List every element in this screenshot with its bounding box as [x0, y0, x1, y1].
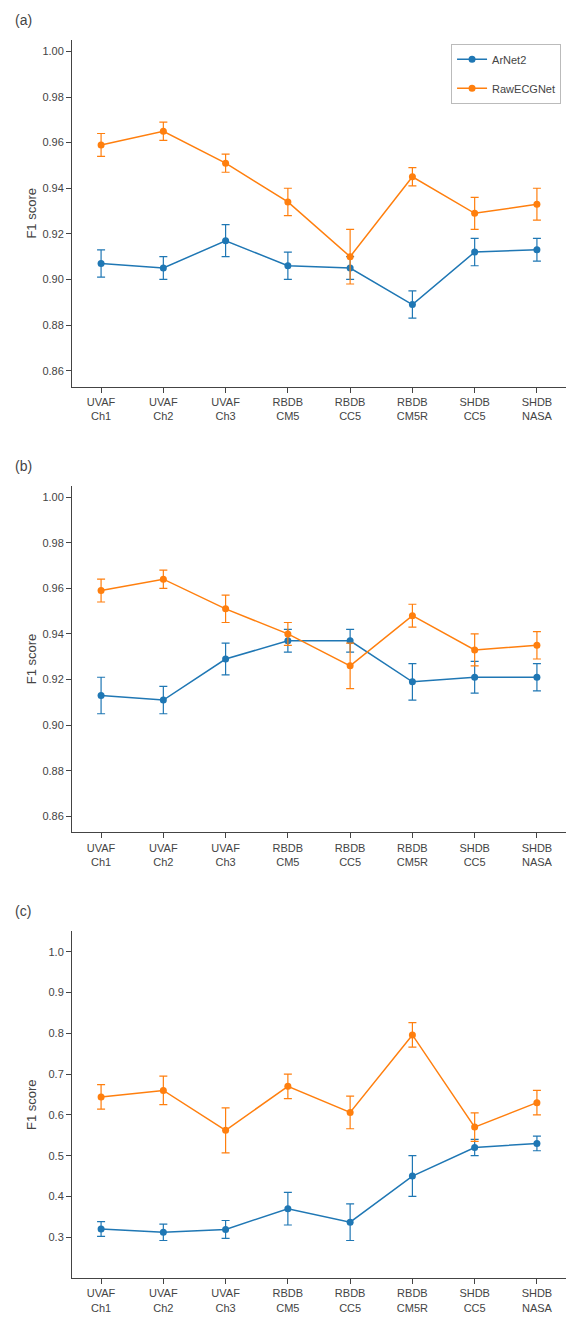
svg-text:(b): (b)	[15, 458, 32, 474]
svg-text:RBDBCC5: RBDBCC5	[335, 396, 366, 422]
svg-text:0.90: 0.90	[42, 719, 63, 731]
svg-text:RBDBCC5: RBDBCC5	[335, 1287, 366, 1313]
svg-text:RBDBCM5R: RBDBCM5R	[397, 1287, 428, 1313]
svg-text:UVAFCh2: UVAFCh2	[149, 396, 178, 422]
svg-text:SHDBNASA: SHDBNASA	[522, 396, 553, 422]
svg-text:0.5: 0.5	[49, 1150, 64, 1162]
svg-text:RBDBCM5: RBDBCM5	[273, 396, 304, 422]
svg-text:F1 score: F1 score	[24, 1079, 39, 1130]
svg-text:0.88: 0.88	[42, 765, 63, 777]
svg-text:0.86: 0.86	[42, 810, 63, 822]
svg-text:0.92: 0.92	[42, 228, 63, 240]
svg-text:0.90: 0.90	[42, 273, 63, 285]
svg-text:0.86: 0.86	[42, 365, 63, 377]
svg-text:UVAFCh1: UVAFCh1	[87, 842, 116, 868]
svg-text:UVAFCh3: UVAFCh3	[211, 842, 240, 868]
svg-text:(a): (a)	[15, 12, 32, 28]
svg-text:RawECGNet: RawECGNet	[492, 83, 555, 95]
svg-text:RBDBCM5: RBDBCM5	[273, 842, 304, 868]
svg-text:RBDBCM5: RBDBCM5	[273, 1287, 304, 1313]
svg-text:SHDBCC5: SHDBCC5	[459, 842, 490, 868]
svg-text:ArNet2: ArNet2	[492, 54, 526, 66]
svg-text:RBDBCM5R: RBDBCM5R	[397, 396, 428, 422]
svg-text:0.94: 0.94	[42, 628, 63, 640]
svg-text:UVAFCh2: UVAFCh2	[149, 1287, 178, 1313]
svg-text:0.3: 0.3	[49, 1231, 64, 1243]
svg-text:0.9: 0.9	[49, 986, 64, 998]
svg-text:(c): (c)	[15, 903, 31, 919]
svg-text:0.7: 0.7	[49, 1068, 64, 1080]
svg-text:SHDBNASA: SHDBNASA	[522, 1287, 553, 1313]
svg-text:UVAFCh1: UVAFCh1	[87, 396, 116, 422]
svg-text:1.0: 1.0	[49, 946, 64, 958]
svg-text:0.88: 0.88	[42, 319, 63, 331]
svg-text:0.4: 0.4	[49, 1190, 64, 1202]
svg-text:0.98: 0.98	[42, 91, 63, 103]
svg-text:1.00: 1.00	[42, 45, 63, 57]
svg-text:SHDBCC5: SHDBCC5	[459, 1287, 490, 1313]
svg-text:RBDBCC5: RBDBCC5	[335, 842, 366, 868]
svg-text:UVAFCh3: UVAFCh3	[211, 1287, 240, 1313]
svg-text:0.92: 0.92	[42, 673, 63, 685]
svg-text:0.94: 0.94	[42, 182, 63, 194]
svg-text:0.96: 0.96	[42, 582, 63, 594]
svg-text:0.8: 0.8	[49, 1027, 64, 1039]
svg-text:SHDBCC5: SHDBCC5	[459, 396, 490, 422]
svg-text:F1 score: F1 score	[24, 188, 39, 239]
svg-text:RBDBCM5R: RBDBCM5R	[397, 842, 428, 868]
svg-text:0.6: 0.6	[49, 1109, 64, 1121]
svg-text:0.96: 0.96	[42, 136, 63, 148]
svg-text:F1 score: F1 score	[24, 634, 39, 685]
svg-text:1.00: 1.00	[42, 491, 63, 503]
svg-text:UVAFCh3: UVAFCh3	[211, 396, 240, 422]
svg-text:0.98: 0.98	[42, 537, 63, 549]
svg-text:SHDBNASA: SHDBNASA	[522, 842, 553, 868]
svg-text:UVAFCh1: UVAFCh1	[87, 1287, 116, 1313]
svg-text:UVAFCh2: UVAFCh2	[149, 842, 178, 868]
